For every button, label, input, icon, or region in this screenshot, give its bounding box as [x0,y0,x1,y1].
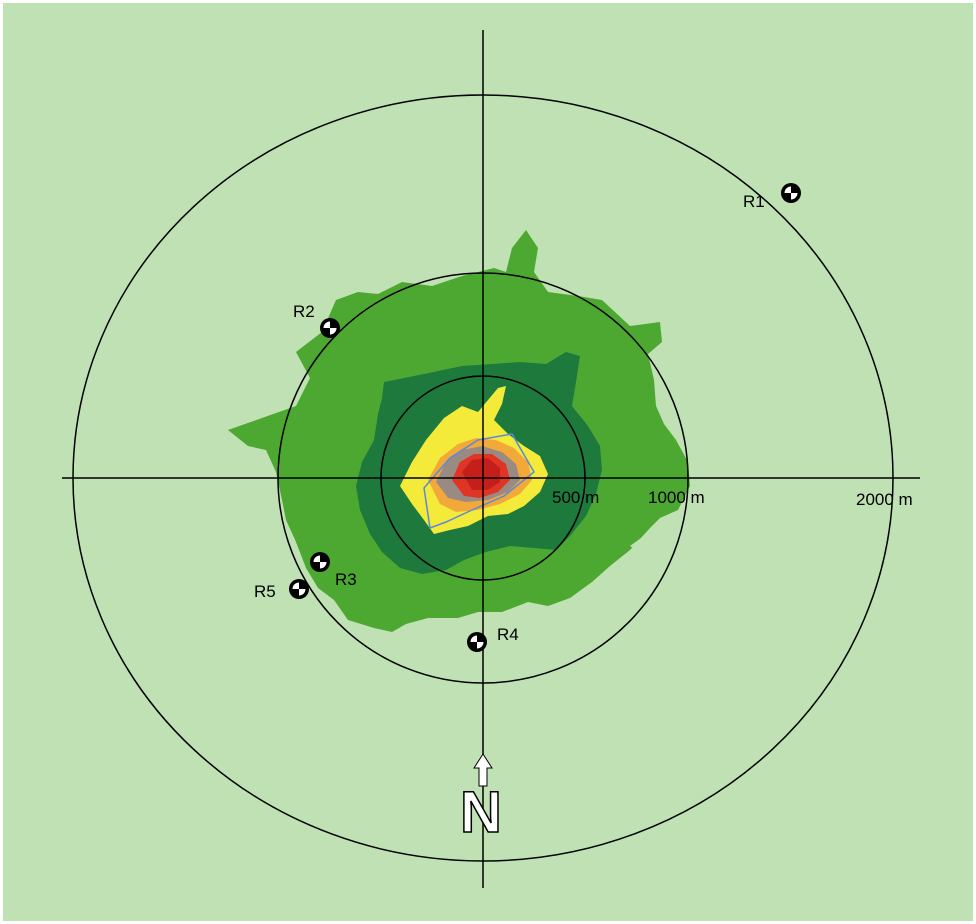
ring-label-500m: 500 m [552,488,599,507]
ring-2000m [72,94,894,862]
zone-outer-gap [630,516,676,558]
receptor-r4[interactable] [467,632,487,652]
receptor-label-r5: R5 [254,582,276,601]
receptor-label-r3: R3 [335,570,357,589]
facility-footprint-outline [423,433,535,530]
receptor-r1[interactable] [781,183,801,203]
receptor-r3[interactable] [310,552,330,572]
receptor-r5[interactable] [289,579,309,599]
distance-rings [72,94,894,862]
ring-label-2000m: 2000 m [856,490,913,509]
receptor-label-r2: R2 [293,302,315,321]
receptor-marker-icon [781,183,801,203]
receptor-label-r1: R1 [743,192,765,211]
north-letter: N [460,780,502,845]
ring-label-1000m: 1000 m [648,488,705,507]
receptor-marker-icon [320,318,340,338]
ring-500m [380,375,586,581]
receptor-marker-icon [289,579,309,599]
receptor-label-r4: R4 [497,625,519,644]
receptor-marker-icon [310,552,330,572]
zone-darkred-contour [462,458,500,490]
receptor-r2[interactable] [320,318,340,338]
ring-1000m [277,272,689,684]
receptor-marker-icon [467,632,487,652]
north-arrow-icon: N [459,753,503,846]
